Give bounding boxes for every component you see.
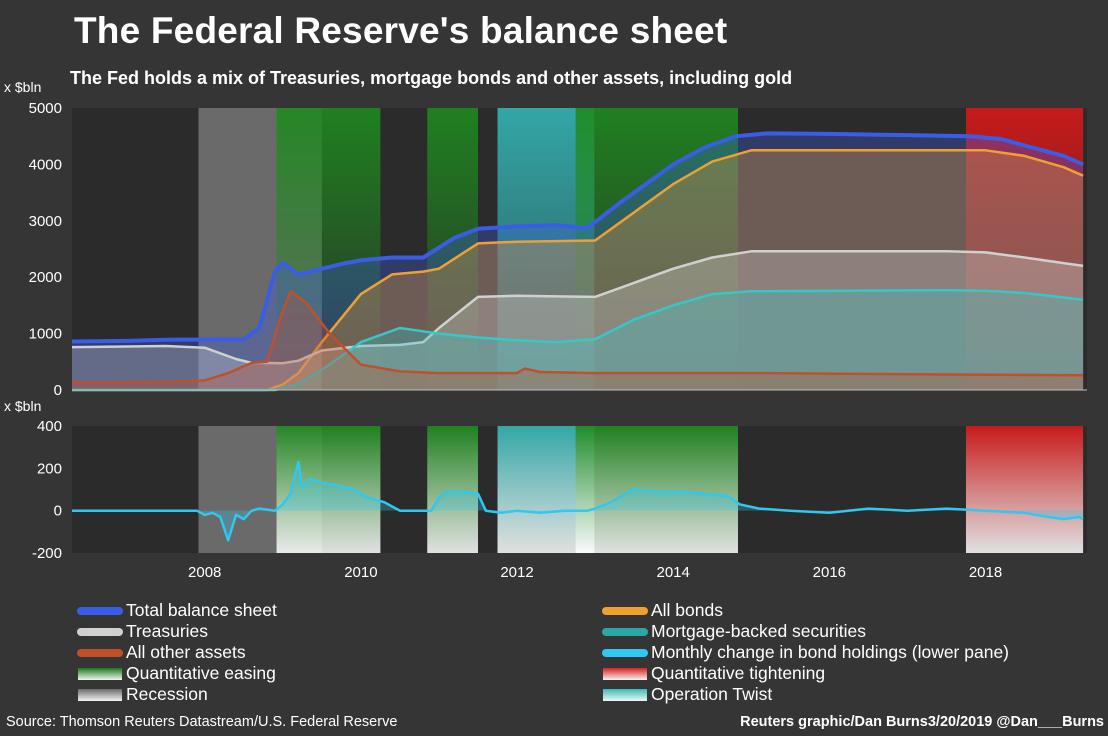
lower-pane-background	[72, 426, 1087, 553]
lower-unit-label: x $bln	[4, 398, 42, 414]
upper-y-tick-label: 1000	[29, 326, 62, 343]
legend-item: All bonds	[603, 600, 723, 621]
lower-pane-series	[72, 460, 1084, 542]
legend-item: Recession	[78, 684, 208, 705]
area-mortgage-backed-securities	[72, 290, 1084, 390]
x-tick-label: 2016	[813, 564, 846, 581]
legend-label: All other assets	[126, 642, 246, 662]
upper-pane-series	[71, 131, 1084, 392]
lower-band-quantitative-tightening	[965, 426, 1084, 553]
lower-band-quantitative-easing	[427, 426, 478, 553]
legend-label: Treasuries	[126, 621, 209, 641]
legend-item: Treasuries	[78, 621, 208, 642]
legend-label: Mortgage-backed securities	[651, 621, 866, 641]
upper-y-tick-label: 3000	[29, 213, 62, 230]
legend-label: Quantitative easing	[126, 663, 276, 683]
legend-item: Quantitative tightening	[603, 663, 825, 684]
chart-title: The Federal Reserve's balance sheet	[74, 10, 728, 51]
legend-item: Mortgage-backed securities	[603, 621, 866, 642]
legend-swatch	[603, 688, 647, 701]
legend-swatch	[603, 628, 647, 635]
lower-y-tick-label: 400	[37, 418, 62, 435]
line-mortgage-backed-securities	[72, 288, 1084, 392]
upper-unit-label: x $bln	[4, 79, 42, 95]
legend-item: All other assets	[78, 642, 246, 663]
legend-label: Quantitative tightening	[651, 663, 826, 683]
legend-label: Total balance sheet	[126, 600, 277, 620]
legend-item: Monthly change in bond holdings (lower p…	[603, 642, 1009, 663]
legend-label: Monthly change in bond holdings (lower p…	[651, 642, 1010, 662]
legend-swatch	[603, 607, 647, 614]
upper-y-tick-label: 2000	[29, 269, 62, 286]
upper-y-tick-label: 4000	[29, 156, 62, 173]
lower-y-tick-label: -200	[32, 545, 62, 562]
upper-y-tick-label: 0	[54, 382, 62, 399]
legend-item: Quantitative easing	[78, 663, 276, 684]
area-all-bonds	[72, 150, 1084, 390]
upper-band-quantitative-easing	[575, 108, 738, 390]
legend-swatch	[78, 649, 122, 656]
source-note: Source: Thomson Reuters Datastream/U.S. …	[6, 714, 398, 730]
x-tick-label: 2012	[500, 564, 533, 581]
legend-swatch	[603, 649, 647, 656]
legend-swatch	[78, 667, 122, 680]
legend-swatch	[78, 688, 122, 701]
area-all-other-assets	[72, 291, 1084, 390]
lower-y-tick-label: 200	[37, 460, 62, 477]
line-total-balance-sheet	[71, 131, 1084, 344]
legend-swatch	[78, 628, 122, 635]
legend-label: Operation Twist	[651, 684, 773, 704]
legend-swatch	[78, 607, 122, 614]
x-tick-label: 2014	[657, 564, 690, 581]
upper-y-tick-label: 5000	[29, 100, 62, 117]
credit-note: Reuters graphic/Dan Burns3/20/2019 @Dan_…	[740, 714, 1104, 730]
legend-label: All bonds	[651, 600, 723, 620]
lower-y-tick-label: 0	[54, 503, 62, 520]
lower-band-quantitative-easing	[575, 426, 738, 553]
upper-pane-background	[72, 108, 1087, 390]
x-tick-label: 2008	[188, 564, 221, 581]
line-all-other-assets	[71, 290, 1084, 384]
line-all-bonds	[72, 149, 1084, 392]
legend-swatch	[603, 667, 647, 680]
upper-band-quantitative-easing	[276, 108, 381, 390]
x-tick-label: 2010	[344, 564, 377, 581]
lower-band-quantitative-easing	[276, 426, 381, 553]
legend-label: Recession	[126, 684, 208, 704]
area-treasuries	[72, 251, 1084, 390]
x-tick-label: 2018	[969, 564, 1002, 581]
legend-item: Total balance sheet	[78, 600, 277, 621]
legend-item: Operation Twist	[603, 684, 772, 705]
chart-subtitle: The Fed holds a mix of Treasuries, mortg…	[70, 68, 793, 88]
line-monthly-change	[72, 460, 1084, 542]
